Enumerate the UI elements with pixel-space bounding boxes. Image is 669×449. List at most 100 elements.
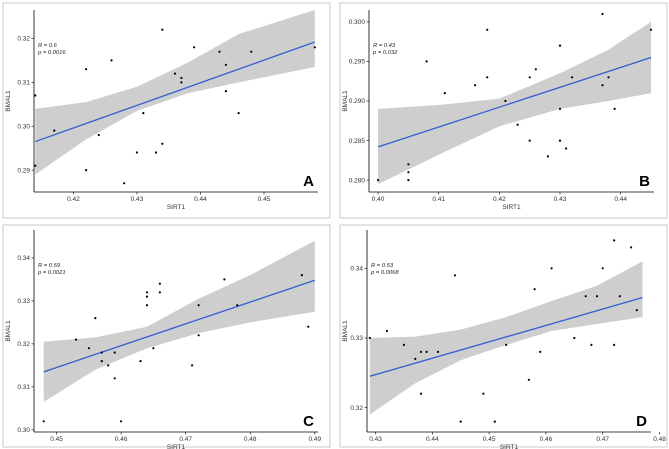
data-point [558,139,562,142]
data-point [161,142,164,145]
data-point [459,420,462,423]
data-point [100,360,103,363]
x-tick-label: 0.47 [179,436,192,443]
data-point [113,377,116,380]
x-tick-label: 0.46 [540,436,553,443]
data-point [601,84,604,87]
data-point [74,338,78,341]
y-tick-label: 0.30 [17,123,30,130]
data-point [145,291,149,294]
x-tick-label: 0.44 [614,196,627,203]
data-point [443,92,446,95]
confidence-band [369,261,643,415]
data-point [635,309,638,312]
data-point [425,350,428,353]
data-point [250,50,253,53]
data-point [571,76,574,79]
data-point [607,76,610,79]
y-tick-label: 0.285 [349,138,366,145]
regression-line [35,41,316,143]
x-tick-label: 0.49 [308,436,321,443]
y-tick-label: 0.33 [17,298,30,305]
y-axis-title: BMAL1 [5,320,12,342]
data-point [110,59,113,62]
data-point [34,164,37,167]
data-point [573,336,576,340]
data-point [218,50,221,53]
data-point [85,68,88,71]
data-point [97,133,100,137]
data-point [565,147,568,150]
data-point [539,350,542,353]
x-tick-label: 0.45 [50,436,63,443]
data-point [237,112,240,115]
data-point [154,151,158,154]
data-point [482,392,485,395]
data-point [486,28,489,31]
data-point [550,267,553,270]
panel-letter-b: B [639,173,650,190]
y-tick-label: 0.32 [350,405,363,412]
data-point [613,107,616,110]
x-tick-label: 0.44 [426,436,439,443]
x-axis-title: SIRT1 [502,204,521,211]
y-tick-label: 0.32 [17,36,30,43]
regression-line [369,296,643,377]
data-point [191,364,194,367]
data-point [368,336,371,340]
data-point [528,139,531,142]
data-point [414,357,417,360]
chart-panel-d: 0.43 0.44 0.45 0.46 0.47 0.48 0.32 0.33 0.34 SIRT… [339,224,668,449]
x-tick-label: 0.48 [653,436,666,443]
y-tick-label: 0.295 [349,59,366,66]
data-point [158,291,161,294]
y-tick-label: 0.290 [349,98,366,105]
x-tick-label: 0.43 [369,436,382,443]
data-point [590,343,593,346]
data-point [377,179,380,182]
data-point [558,107,562,110]
data-point [453,274,457,277]
p-value-label: p = 0.0016 [37,50,66,56]
data-point [94,317,97,320]
data-point [135,151,138,154]
y-tick-label: 0.33 [350,335,363,342]
data-point [173,72,177,75]
p-value-label: p = 0.0068 [370,270,399,276]
y-axis-title: BMAL1 [342,320,349,342]
data-point [618,295,621,298]
data-point [158,282,161,285]
chart-panel-a: 0.42 0.43 0.44 0.45 0.29 0.30 0.31 0.32 SIRT1 BMA… [2,2,331,219]
data-point [516,123,519,126]
y-tick-label: 0.34 [17,255,30,262]
x-axis-title: SIRT1 [167,204,186,211]
data-point [527,378,531,381]
panel-letter-c: C [303,413,314,430]
confidence-band [43,240,315,402]
correlation-r-label: R = 0.53 [371,263,394,269]
data-point [493,420,496,423]
data-point [224,90,227,93]
data-point [505,343,508,346]
confidence-band [378,21,651,185]
data-point [584,295,587,298]
x-tick-label: 0.41 [432,196,445,203]
data-point [107,364,110,367]
x-tick-label: 0.47 [596,436,609,443]
data-point [533,288,536,291]
x-tick-label: 0.43 [554,196,567,203]
data-point [307,325,310,328]
data-point [193,46,196,49]
y-axis-title: BMAL1 [342,90,349,112]
data-point [402,343,405,346]
panel-letter-a: A [303,173,314,190]
data-point [534,68,537,71]
data-point [436,350,440,353]
data-point [595,295,599,298]
x-tick-label: 0.44 [194,196,207,203]
correlation-r-label: R = 0.43 [373,43,396,49]
x-axis-title: SIRT1 [167,444,186,449]
data-point [474,84,477,87]
data-point [224,63,227,66]
